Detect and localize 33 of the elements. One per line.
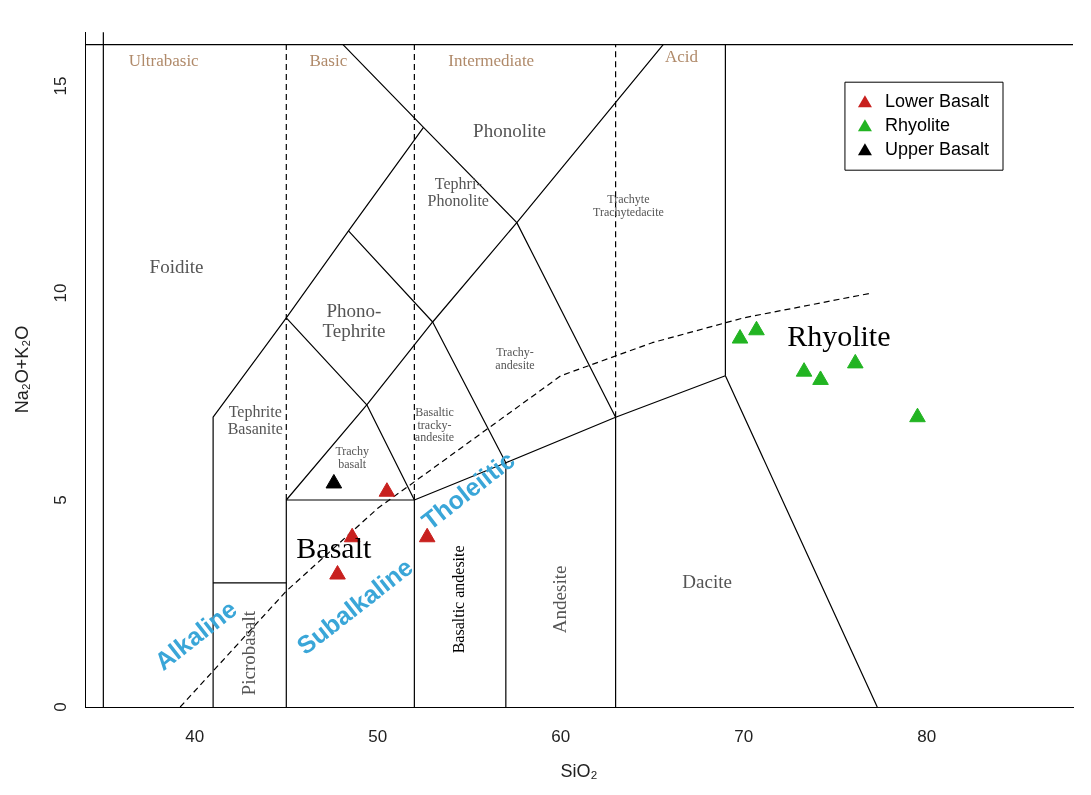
y-tick-label: 5 (50, 495, 70, 505)
y-axis-title: Na₂O+K₂O (11, 325, 32, 414)
annotation: Tephrite Basanite (227, 403, 283, 437)
annotation: Basalt (296, 530, 373, 564)
annotation: Ultrabasic (128, 50, 200, 70)
annotation: Andesite (548, 565, 570, 634)
y-tick-label: 10 (50, 283, 70, 303)
annotation: Dacite (682, 570, 732, 592)
annotation: Trachy- andesite (495, 345, 535, 372)
annotation: Phonolite (473, 119, 546, 141)
annotation: Acid (664, 46, 699, 66)
legend-label: Upper Basalt (884, 139, 990, 160)
annotation: Basaltic andesite (450, 545, 468, 654)
legend-label: Rhyolite (884, 115, 950, 136)
annotation: Phono- Tephrite (322, 300, 386, 341)
annotation: Intermediate (448, 50, 535, 70)
legend-label: Lower Basalt (884, 91, 990, 112)
annotation: Rhyolite (787, 319, 891, 353)
annotation: Trachyte Trachytedacite (592, 191, 664, 219)
x-tick-label: 50 (368, 726, 388, 746)
x-tick-label: 80 (917, 726, 937, 746)
annotation: Basic (309, 50, 348, 70)
x-axis-title: SiO₂ (560, 761, 598, 782)
y-tick-label: 15 (50, 76, 70, 96)
x-tick-label: 40 (185, 726, 205, 746)
x-tick-label: 60 (551, 726, 571, 746)
annotation: Trachy basalt (335, 444, 369, 472)
annotation: Foidite (149, 256, 204, 278)
annotation: Basaltic tracky- andesite (414, 405, 455, 445)
y-tick-label: 0 (50, 702, 70, 712)
annotation: Picrobasalt (237, 610, 259, 696)
x-tick-label: 70 (734, 726, 754, 746)
annotation: Tephri- Phonolite (427, 175, 489, 210)
